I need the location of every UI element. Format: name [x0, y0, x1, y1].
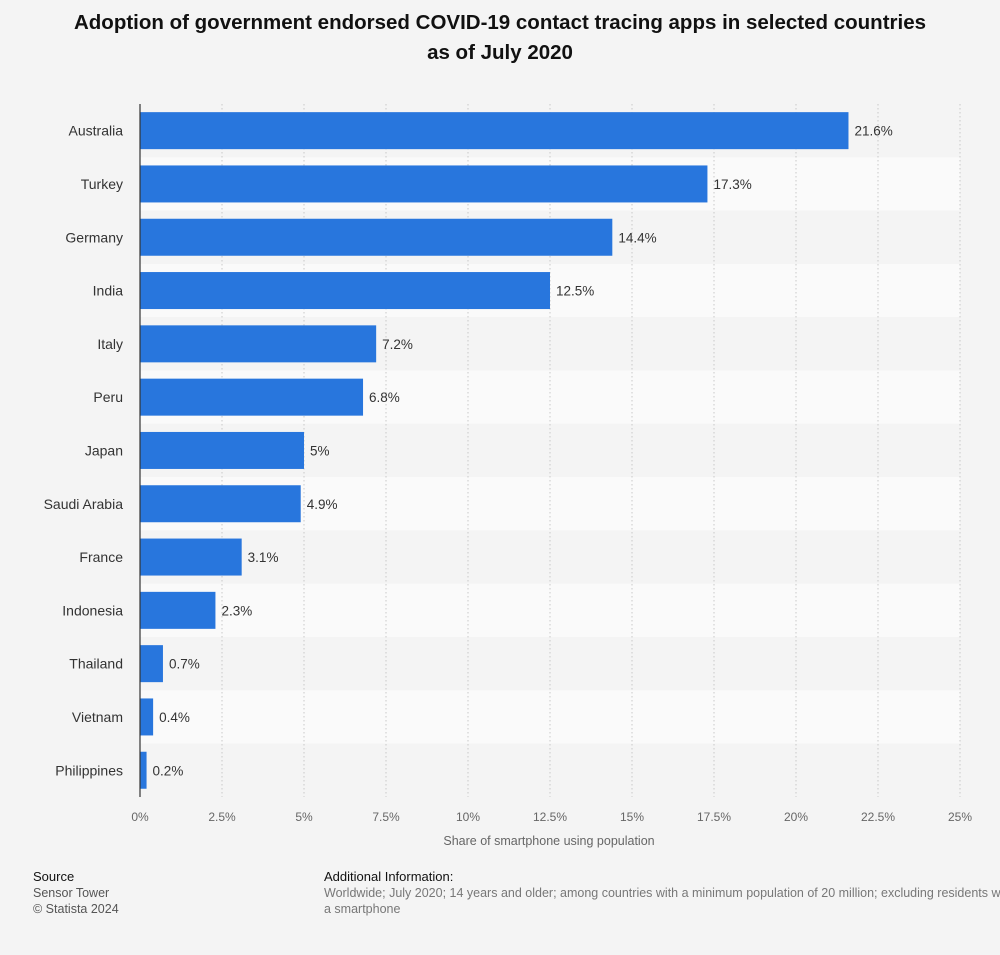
gridlines [221, 104, 961, 797]
value-label: 2.3% [221, 603, 252, 618]
category-label: France [79, 549, 123, 565]
bar[interactable] [140, 165, 708, 203]
bar[interactable] [140, 485, 301, 523]
bar[interactable] [140, 378, 364, 416]
value-label: 21.6% [854, 124, 892, 139]
x-tick-label: 2.5% [208, 810, 236, 824]
category-label: Turkey [81, 176, 123, 192]
additional-info-block: Additional Information: Worldwide; July … [324, 869, 1000, 917]
bar[interactable] [140, 698, 154, 736]
value-label: 0.7% [169, 657, 200, 672]
category-label: Australia [69, 123, 124, 139]
x-tick-label: 17.5% [697, 810, 731, 824]
x-tick-label: 25% [948, 810, 972, 824]
bar[interactable] [140, 538, 242, 576]
category-label: Thailand [69, 656, 123, 672]
value-label: 12.5% [556, 284, 594, 299]
bar[interactable] [140, 218, 613, 256]
bar[interactable] [140, 112, 849, 150]
value-label: 17.3% [713, 177, 751, 192]
category-label: Saudi Arabia [44, 496, 124, 512]
category-label: Indonesia [62, 602, 123, 618]
value-label: 14.4% [618, 230, 656, 245]
x-axis-title: Share of smartphone using population [443, 834, 654, 848]
x-tick-label: 22.5% [861, 810, 895, 824]
category-label: Philippines [55, 762, 123, 778]
source-heading: Source [33, 869, 75, 884]
bar[interactable] [140, 751, 147, 789]
category-label: Italy [97, 336, 123, 352]
additional-info-heading: Additional Information: [324, 869, 454, 884]
value-label: 4.9% [307, 497, 338, 512]
source-name[interactable]: Sensor Tower [33, 886, 110, 900]
category-label: Germany [65, 229, 123, 245]
copyright: © Statista 2024 [33, 902, 119, 916]
value-label: 0.2% [153, 763, 184, 778]
value-label: 5% [310, 443, 330, 458]
x-tick-label: 5% [295, 810, 313, 824]
bar[interactable] [140, 325, 377, 363]
bar[interactable] [140, 645, 163, 683]
labels: 0% 2.5% 5% 7.5% 10% 12.5% 15% 17.5% 20% 22.5% 25% A… [44, 123, 973, 824]
value-label: 7.2% [382, 337, 413, 352]
value-label: 0.4% [159, 710, 190, 725]
x-tick-label: 15% [620, 810, 644, 824]
category-label: India [93, 283, 124, 299]
bar[interactable] [140, 591, 216, 629]
x-tick-label: 20% [784, 810, 808, 824]
value-label: 6.8% [369, 390, 400, 405]
category-label: Japan [85, 442, 123, 458]
bars [140, 112, 849, 789]
x-tick-label: 0% [131, 810, 149, 824]
bar[interactable] [140, 272, 550, 310]
category-label: Peru [93, 389, 123, 405]
bar-chart: 0% 2.5% 5% 7.5% 10% 12.5% 15% 17.5% 20% 22.5% 25% A… [44, 104, 973, 848]
value-label: 3.1% [248, 550, 279, 565]
x-tick-label: 12.5% [533, 810, 567, 824]
additional-info-text: Worldwide; July 2020; 14 years and older… [324, 886, 1000, 916]
x-tick-label: 10% [456, 810, 480, 824]
chart-title: Adoption of government endorsed COVID-19… [73, 11, 927, 64]
bar[interactable] [140, 431, 304, 469]
x-tick-label: 7.5% [372, 810, 400, 824]
category-label: Vietnam [72, 709, 123, 725]
source-block: Source Sensor Tower © Statista 2024 [33, 869, 119, 917]
